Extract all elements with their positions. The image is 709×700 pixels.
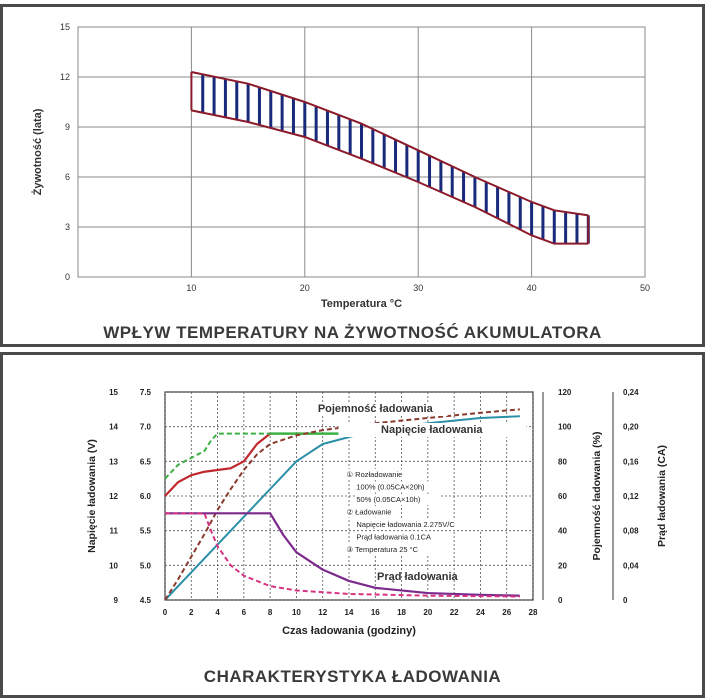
temperature-life-panel: 10 20 30 40 50 0 3 6 9 12 15 Temperatura °C Żywotnoś… <box>0 4 705 347</box>
x-tick-label: 8 <box>268 608 273 617</box>
x-tick-label: 4 <box>215 608 220 617</box>
series-line-solid-purple <box>165 512 520 597</box>
cell-voltage-tick-label: 4.5 <box>140 596 152 605</box>
x-tick-label: 2 <box>189 608 194 617</box>
x-axis-label: Temperatura °C <box>321 298 402 310</box>
charging-note: ① Rozładowanie <box>346 470 402 479</box>
voltage-tick-label: 9 <box>114 596 119 605</box>
y-tick-label: 0 <box>65 272 70 282</box>
note-bg <box>345 544 439 555</box>
voltage-tick-label: 10 <box>109 561 118 570</box>
capacity-label-bg <box>299 402 448 416</box>
capacity-tick-label: 80 <box>558 457 567 466</box>
x-tick-label: 40 <box>527 283 537 293</box>
capacity-tick-label: 40 <box>558 527 567 536</box>
x-tick-label: 14 <box>345 608 354 617</box>
x-tick-label: 10 <box>186 283 196 293</box>
note-bg <box>355 519 487 530</box>
charging-note: ③ Temperatura 25 °C <box>346 545 418 554</box>
cell-voltage-tick-label: 6.0 <box>140 492 152 501</box>
x-axis-label: Czas ładowania (godziny) <box>282 625 416 637</box>
current-tick-label: 0,24 <box>623 388 639 397</box>
y-tick-label: 6 <box>65 172 70 182</box>
x-tick-label: 20 <box>423 608 432 617</box>
capacity-tick-label: 20 <box>558 561 567 570</box>
x-tick-label: 16 <box>371 608 380 617</box>
x-tick-label: 12 <box>318 608 327 617</box>
y-tick-label: 15 <box>60 22 70 32</box>
y-tick-label: 3 <box>65 222 70 232</box>
note-bg <box>355 531 454 543</box>
capacity-curve-label: Pojemność ładowania <box>318 403 434 415</box>
x-tick-label: 6 <box>242 608 247 617</box>
bottom-caption: CHARAKTERYSTYKA ŁADOWANIA <box>203 667 502 686</box>
y-tick-label: 9 <box>65 122 70 132</box>
series-line-dashed-green <box>164 432 271 480</box>
charging-characteristic-chart: 0 2 4 6 8 10 12 14 16 18 20 22 24 26 2891011121314154.… <box>86 388 668 637</box>
current-axis-label: Prąd ładowania (CA) <box>656 445 668 547</box>
note-bg <box>355 481 444 493</box>
lower-bound-line <box>191 109 589 245</box>
voltage-curve-label: Napięcie ładowania <box>381 424 483 436</box>
capacity-axis-label: Pojemność ładowania (%) <box>591 432 603 561</box>
capacity-tick-label: 0 <box>558 596 563 605</box>
charging-note: 100% (0.05CA×20h) <box>356 483 425 492</box>
x-tick-label: 10 <box>292 608 301 617</box>
series-line-solid-blue <box>164 415 520 601</box>
series-line-solid-red <box>164 432 271 497</box>
current-tick-label: 0,16 <box>623 457 639 466</box>
upper-bound-line <box>191 71 589 217</box>
note-bg <box>345 506 402 518</box>
charging-characteristic-panel: 0 2 4 6 8 10 12 14 16 18 20 22 24 26 28 9 10 11 12 13 14 15 4.… <box>0 352 705 698</box>
current-tick-label: 0 <box>623 596 628 605</box>
current-tick-label: 0,20 <box>623 423 639 432</box>
voltage-tick-label: 13 <box>109 457 118 466</box>
x-tick-label: 28 <box>529 608 538 617</box>
x-tick-label: 22 <box>450 608 459 617</box>
voltage-tick-label: 15 <box>109 388 118 397</box>
voltage-tick-label: 11 <box>110 527 119 536</box>
current-tick-label: 0,04 <box>623 561 639 570</box>
cell-voltage-tick-label: 5.5 <box>140 527 152 536</box>
x-tick-label: 18 <box>397 608 406 617</box>
current-curve-label: Prąd ładowania <box>377 571 459 583</box>
x-tick-label: 26 <box>502 608 511 617</box>
top-caption: WPŁYW TEMPERATURY NA ŻYWOTNOŚĆ AKUMULATO… <box>103 323 602 342</box>
voltage-tick-label: 12 <box>109 492 118 501</box>
note-bg <box>355 494 440 505</box>
charging-note: ② Ładowanie <box>346 508 391 517</box>
charging-note: Prąd ładowania 0.1CA <box>356 533 431 542</box>
voltage-tick-label: 14 <box>109 423 118 432</box>
y-tick-label: 12 <box>60 72 70 82</box>
x-tick-label: 0 <box>163 608 168 617</box>
current-tick-label: 0,12 <box>623 492 639 501</box>
voltage-label-bg <box>338 423 527 437</box>
charging-note: 50% (0.05CA×10h) <box>356 495 421 504</box>
cell-voltage-tick-label: 5.0 <box>140 561 152 570</box>
note-bg <box>345 469 416 480</box>
x-tick-label: 20 <box>300 283 310 293</box>
capacity-tick-label: 100 <box>558 423 572 432</box>
charging-note: Napięcie ładowania 2.275V/C <box>356 520 455 529</box>
temperature-life-chart: 10 20 30 40 50 0 3 6 9 12 15 Temperatura °C Żywotnoś… <box>31 22 650 310</box>
cell-voltage-tick-label: 6.5 <box>140 457 152 466</box>
current-tick-label: 0,08 <box>623 527 639 536</box>
series-line-dashed-pink <box>165 512 520 598</box>
capacity-tick-label: 120 <box>558 388 572 397</box>
series-line-dashed-brown <box>164 408 520 601</box>
voltage-axis-label: Napięcie ładowania (V) <box>86 439 98 553</box>
cell-voltage-tick-label: 7.5 <box>140 388 152 397</box>
x-tick-label: 24 <box>476 608 485 617</box>
capacity-tick-label: 60 <box>558 492 567 501</box>
y-axis-label: Żywotność (lata) <box>31 108 44 195</box>
cell-voltage-tick-label: 7.0 <box>140 423 152 432</box>
x-tick-label: 30 <box>413 283 423 293</box>
x-tick-label: 50 <box>640 283 650 293</box>
